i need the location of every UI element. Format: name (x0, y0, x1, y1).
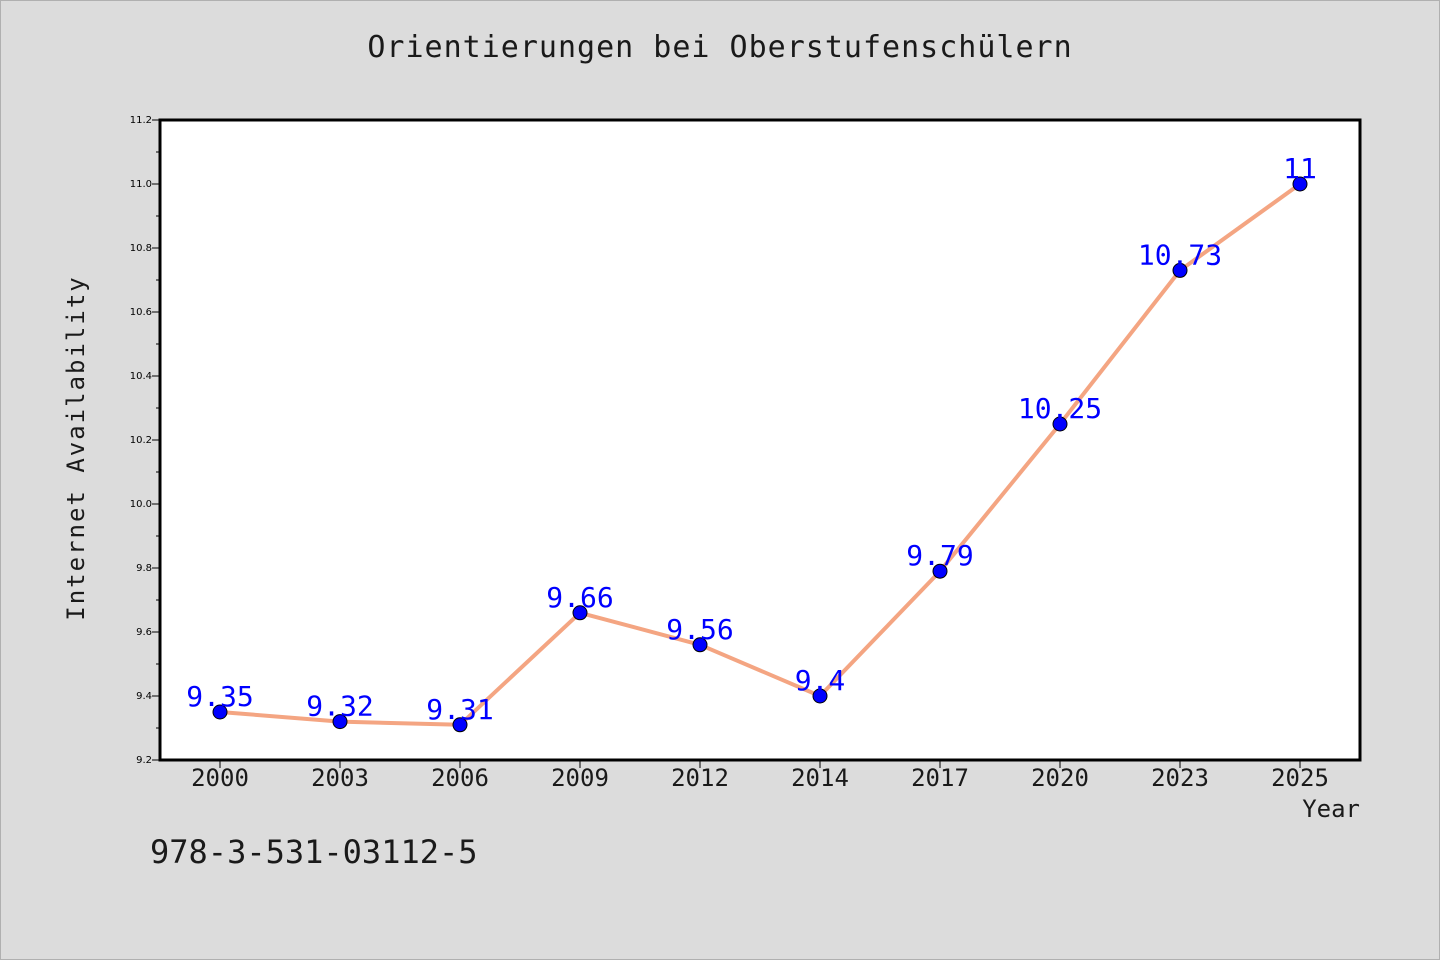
data-point (932, 563, 948, 579)
y-tick-label: 9.8 (136, 563, 152, 574)
plot-area (158, 118, 1362, 762)
data-label: 9.79 (906, 539, 973, 572)
y-tick-label: 10.2 (130, 435, 152, 446)
chart-title: Orientierungen bei Oberstufenschülern (367, 30, 1073, 65)
series-line (218, 182, 1302, 727)
data-label: 10.25 (1018, 392, 1102, 425)
y-tick-label: 10.8 (130, 243, 152, 254)
data-points (212, 176, 1308, 733)
y-tick-label: 11.0 (130, 179, 152, 190)
x-tick-label: 2003 (311, 764, 369, 792)
x-tick-label: 2023 (1151, 764, 1209, 792)
data-label: 9.35 (186, 680, 253, 713)
y-tick-label: 11.2 (130, 115, 152, 126)
y-tick-label: 10.6 (130, 307, 152, 318)
x-tick-label: 2006 (431, 764, 489, 792)
y-tick-label: 9.4 (136, 691, 152, 702)
footnote-isbn: 978-3-531-03112-5 (150, 833, 478, 871)
data-point (1292, 176, 1308, 192)
data-point (332, 714, 348, 730)
x-axis-label: Year (1302, 795, 1360, 823)
x-tick-label: 2017 (911, 764, 969, 792)
y-tick-label: 10.0 (130, 499, 152, 510)
data-point (572, 605, 588, 621)
x-tick-label: 2009 (551, 764, 609, 792)
x-tick-label: 2025 (1271, 764, 1329, 792)
data-point (452, 717, 468, 733)
data-label: 9.4 (795, 664, 846, 697)
y-axis: 9.2 9.4 9.6 9.8 10.0 10.2 10.4 10.6 10.8 11.0 11.2 (130, 115, 160, 766)
data-point (692, 637, 708, 653)
x-tick-label: 2000 (191, 764, 249, 792)
y-tick-label: 9.6 (136, 627, 152, 638)
data-point (1172, 262, 1188, 278)
data-point (1052, 416, 1068, 432)
x-tick-label: 2014 (791, 764, 849, 792)
data-label: 9.56 (666, 613, 733, 646)
y-axis-label: Internet Availability (62, 275, 90, 621)
data-point (212, 704, 228, 720)
data-label: 11 (1283, 152, 1317, 185)
data-point (812, 688, 828, 704)
y-tick-label: 10.4 (130, 371, 152, 382)
y-tick-label: 9.2 (136, 755, 152, 766)
data-label: 9.31 (426, 693, 493, 726)
x-tick-label: 2012 (671, 764, 729, 792)
data-label: 9.32 (306, 690, 373, 723)
x-tick-label: 2020 (1031, 764, 1089, 792)
data-labels: 9.35 9.32 9.31 9.66 9.56 9.4 9.79 10.25 10.73 11 (186, 152, 1317, 726)
x-axis: 2000 2003 2006 2009 2012 2014 2017 2020 2023 2025 (191, 760, 1329, 792)
data-label: 9.66 (546, 581, 613, 614)
data-label: 10.73 (1138, 238, 1222, 271)
